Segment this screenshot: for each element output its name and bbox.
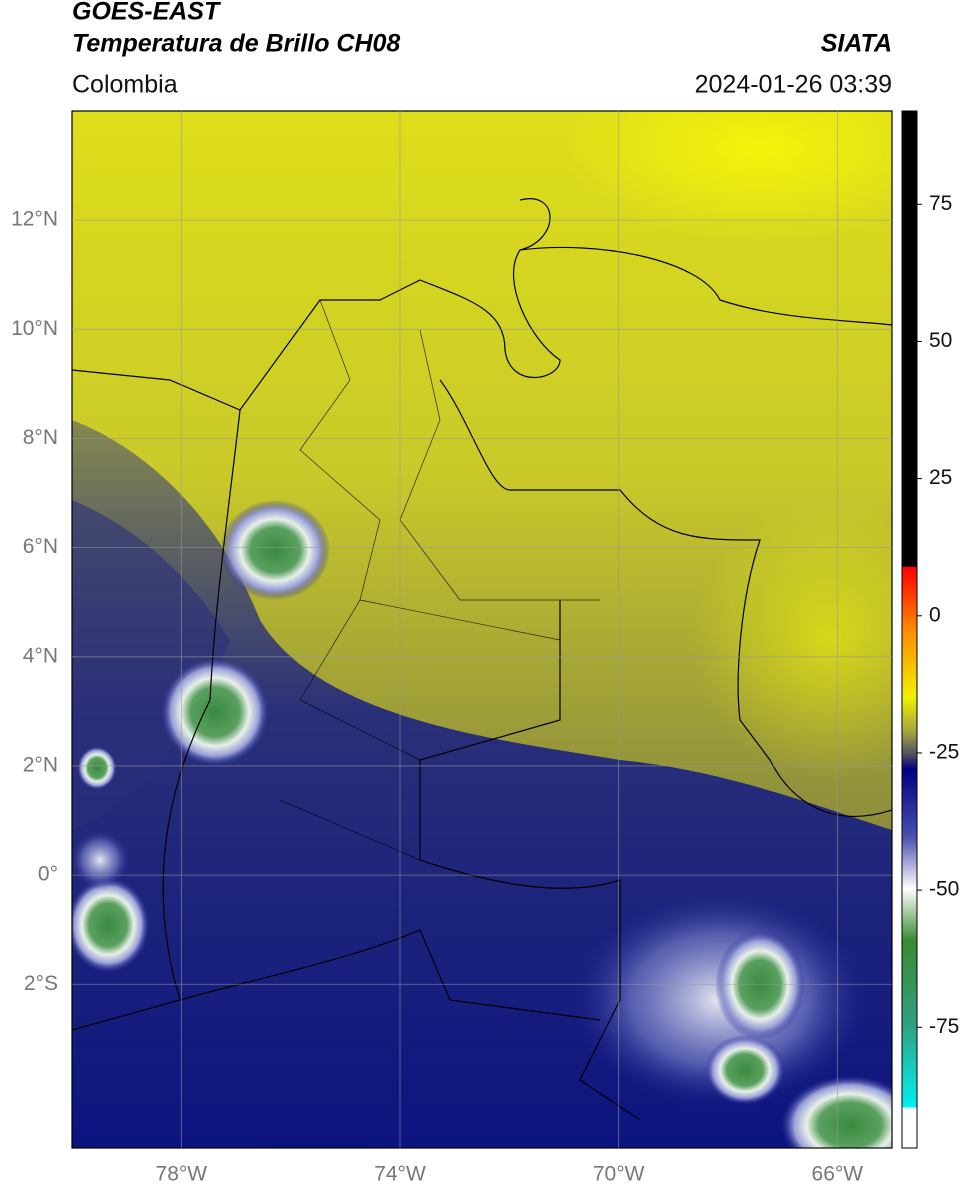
colorbar-tick-label: -75: [929, 1015, 959, 1038]
colorbar-tick-label: 0: [929, 603, 941, 626]
y-tick-label: 10°N: [11, 317, 58, 340]
axes: 78°W 74°W 70°W 66°W 12°N 10°N 8°N 6°N 4°N 2°N 0° 2°…: [11, 208, 863, 1186]
map-frame: [71, 110, 893, 1149]
x-tick-label: 66°W: [812, 1163, 864, 1186]
satellite-image: [72, 111, 892, 1148]
y-tick-label: 0°: [38, 863, 58, 886]
y-tick-label: 8°N: [23, 426, 58, 449]
colorbar-tick-label: 50: [929, 329, 952, 352]
x-tick-label: 78°W: [156, 1163, 208, 1186]
x-tick-label: 74°W: [374, 1163, 426, 1186]
colorbar-tick-label: -25: [929, 740, 959, 763]
subtitle: Temperatura de Brillo CH08: [72, 30, 400, 58]
y-tick-label: 4°N: [23, 644, 58, 667]
colorbar-tick-label: 25: [929, 466, 952, 489]
region: Colombia: [72, 71, 178, 99]
timestamp: 2024-01-26 03:39: [695, 71, 892, 99]
y-tick-label: 12°N: [11, 208, 58, 231]
colorbar-tick-label: -50: [929, 878, 959, 901]
graticule: [72, 111, 892, 1148]
colorbar-ticks: 75 50 25 0 -25 -50 -75: [917, 192, 959, 1038]
y-tick-label: 2°S: [24, 972, 58, 995]
y-tick-label: 2°N: [23, 753, 58, 776]
y-tick-label: 6°N: [23, 535, 58, 558]
colorbar: [901, 110, 918, 1149]
x-tick-label: 70°W: [593, 1163, 645, 1186]
source: SIATA: [821, 30, 892, 58]
colorbar-tick-label: 75: [929, 192, 952, 215]
title: GOES-EAST: [72, 0, 222, 26]
